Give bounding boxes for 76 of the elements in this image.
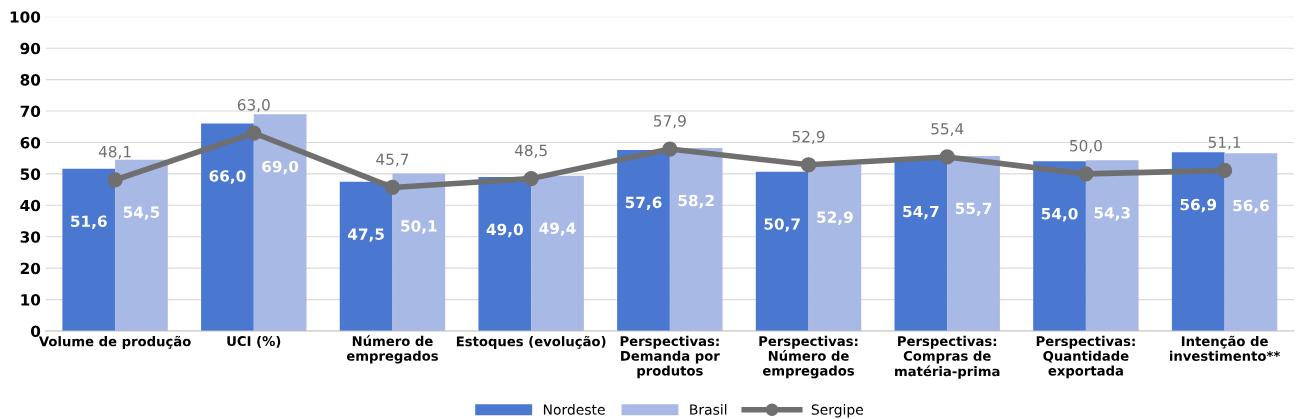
x-tick-label: Volume de produção: [38, 335, 191, 349]
point: [107, 172, 123, 188]
data-label: 52,9: [792, 130, 825, 144]
data-label: 57,6: [625, 196, 662, 211]
y-tick-label: 70: [20, 105, 41, 118]
point: [1216, 162, 1233, 179]
y-tick-label: 60: [20, 136, 41, 149]
data-label: 49,4: [539, 222, 576, 236]
legend-label: Brasil: [690, 404, 727, 415]
data-label: 54,3: [1094, 206, 1130, 221]
bar: [62, 168, 116, 332]
bar: [1085, 160, 1139, 332]
point: [662, 141, 678, 157]
y-tick-label: 10: [21, 294, 41, 306]
y-tick-label: 100: [10, 11, 41, 23]
data-label: 48,5: [514, 144, 547, 158]
bar: [201, 123, 254, 332]
bar: [392, 173, 446, 332]
bar: [947, 155, 1000, 332]
point: [800, 157, 817, 173]
data-label: 50,1: [401, 220, 437, 234]
y-tick-label: 90: [20, 42, 41, 55]
x-tick-label: Perspectivas: Número de empregados: [759, 335, 858, 379]
x-tick-label: UCI (%): [227, 335, 281, 348]
data-label: 50,0: [1070, 139, 1102, 154]
bar: [531, 175, 584, 332]
data-label: 58,2: [678, 194, 714, 209]
data-label: 49,0: [486, 223, 523, 238]
data-label: 51,1: [1208, 136, 1241, 150]
data-label: 69,0: [262, 160, 299, 175]
y-tick-label: 20: [20, 262, 41, 275]
data-label: 48,1: [98, 145, 131, 160]
bar: [808, 164, 862, 332]
data-label: 66,0: [209, 170, 246, 184]
bar: [115, 159, 168, 332]
data-label: 45,7: [376, 153, 409, 167]
data-label: 54,5: [123, 206, 160, 220]
bar: [253, 114, 307, 332]
data-label: 51,6: [71, 215, 107, 229]
x-tick-label: Número de empregados: [346, 335, 438, 364]
bar: [1033, 161, 1086, 332]
x-tick-label: Perspectivas: Quantidade exportada: [1036, 335, 1135, 379]
data-label: 47,5: [347, 228, 384, 242]
x-tick-label: Estoques (evolução): [456, 335, 606, 349]
bar: [669, 148, 723, 332]
bar: [755, 171, 809, 332]
bar: [1171, 152, 1225, 332]
legend-label: Nordeste: [543, 404, 605, 415]
point: [523, 170, 539, 187]
y-tick-label: 30: [20, 231, 41, 243]
x-tick-label: Perspectivas: Demanda por produtos: [620, 335, 720, 379]
point: [1078, 166, 1094, 182]
x-tick-label: Perspectivas: Compras de matéria-prima: [895, 335, 1000, 379]
data-label: 56,9: [1180, 198, 1217, 213]
bar: [478, 177, 532, 332]
y-tick-label: 80: [20, 74, 41, 86]
bar: [894, 159, 948, 332]
data-label: 57,9: [654, 115, 686, 129]
data-label: 54,0: [1041, 207, 1078, 222]
bar: [1224, 153, 1278, 332]
legend-label: Sergipe: [811, 404, 864, 418]
data-label: 50,7: [764, 218, 800, 232]
y-tick-label: 50: [20, 168, 41, 180]
bar: [617, 150, 670, 332]
bar: [339, 181, 393, 332]
data-label: 54,7: [903, 205, 939, 220]
data-label: 63,0: [237, 99, 270, 113]
point: [246, 125, 262, 141]
data-label: 55,4: [931, 123, 964, 137]
y-tick-label: 40: [20, 199, 41, 212]
data-label: 52,9: [817, 211, 853, 225]
data-label: 56,6: [1233, 199, 1269, 214]
point: [384, 179, 401, 196]
data-label: 55,7: [955, 202, 992, 217]
point: [939, 149, 955, 165]
x-tick-label: Intenção de investimento**: [1169, 335, 1281, 361]
